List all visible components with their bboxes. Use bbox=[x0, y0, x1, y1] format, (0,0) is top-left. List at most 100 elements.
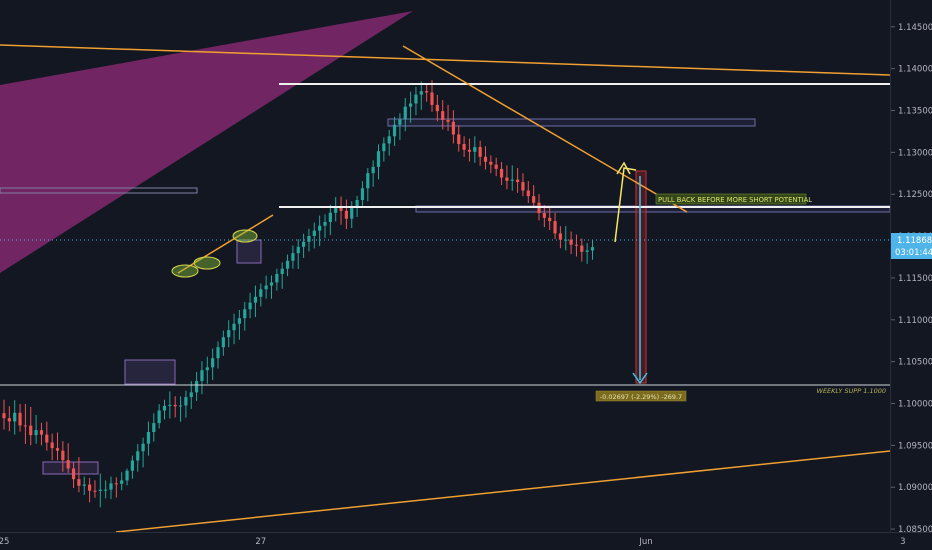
candle-body bbox=[259, 289, 263, 297]
price-tick-label: 1.13000 bbox=[898, 148, 932, 158]
candle-body bbox=[510, 179, 514, 181]
price-tick-label: 1.13500 bbox=[898, 107, 932, 117]
price-tick-label: 1.09500 bbox=[898, 441, 932, 451]
candle-body bbox=[146, 432, 151, 444]
candle-body bbox=[590, 247, 595, 251]
candle-body bbox=[264, 285, 268, 290]
candle-body bbox=[376, 151, 381, 167]
candle-body bbox=[339, 207, 343, 211]
candle-body bbox=[532, 196, 536, 203]
long-downtrend-line[interactable] bbox=[0, 44, 891, 76]
measure-range-box[interactable] bbox=[635, 170, 647, 384]
candle-body bbox=[7, 418, 11, 422]
candle-body bbox=[548, 217, 552, 222]
current-price-countdown: 03:01:44 bbox=[895, 248, 932, 258]
candle-body bbox=[328, 212, 332, 222]
candle-body bbox=[157, 410, 161, 424]
candle-body bbox=[98, 489, 102, 491]
candle-body bbox=[88, 484, 92, 491]
candle-body bbox=[39, 430, 44, 435]
drawings-back-layer bbox=[0, 11, 891, 475]
candle-body bbox=[585, 250, 589, 252]
candle-body bbox=[366, 173, 370, 189]
candle-body bbox=[13, 412, 17, 422]
candle-body bbox=[446, 119, 450, 122]
candle-body bbox=[553, 221, 557, 234]
candle-body bbox=[462, 144, 466, 150]
candle-body bbox=[50, 442, 54, 449]
touch-marker-1[interactable] bbox=[171, 264, 199, 278]
candle-body bbox=[558, 233, 562, 240]
measure-label: -0.02697 (-2.29%) -269.7 bbox=[600, 393, 682, 401]
candle-body bbox=[275, 273, 279, 283]
upper-supply-zone[interactable] bbox=[387, 118, 756, 127]
projection-arrowhead bbox=[616, 161, 631, 175]
candle-body bbox=[392, 124, 397, 137]
consolidation-box-1[interactable] bbox=[42, 461, 99, 475]
candle-body bbox=[280, 268, 284, 274]
candle-body bbox=[435, 104, 439, 112]
time-axis[interactable]: 2527Jun38101517222429Jul6 bbox=[0, 532, 932, 548]
candle-body bbox=[211, 358, 215, 368]
candle-body bbox=[18, 412, 22, 426]
candle-body bbox=[93, 490, 97, 492]
rising-wedge-shape[interactable] bbox=[0, 11, 413, 273]
candle-body bbox=[285, 260, 290, 269]
candle-body bbox=[130, 460, 134, 471]
candle-body bbox=[168, 404, 172, 406]
time-axis-ticks: 2527Jun38101517222429Jul6 bbox=[0, 537, 906, 547]
candle-body bbox=[45, 434, 49, 443]
candle-body bbox=[71, 468, 76, 480]
projection-path[interactable] bbox=[614, 167, 637, 243]
candle-body bbox=[23, 425, 27, 427]
time-tick-label: Jun bbox=[638, 537, 652, 547]
candle-body bbox=[34, 430, 38, 436]
candle-body bbox=[564, 239, 568, 241]
touch-marker-3[interactable] bbox=[232, 229, 258, 243]
left-resistance-zone[interactable] bbox=[0, 187, 198, 194]
candle-body bbox=[542, 213, 546, 218]
price-tick-label: 1.09000 bbox=[898, 483, 932, 493]
candle-body bbox=[569, 239, 573, 245]
candle-body bbox=[55, 448, 60, 451]
consolidation-box-2[interactable] bbox=[124, 359, 176, 385]
candle-body bbox=[216, 347, 220, 359]
candle-body bbox=[574, 244, 579, 246]
candle-body bbox=[237, 318, 241, 324]
candle-body bbox=[403, 106, 407, 120]
candle-body bbox=[409, 103, 413, 107]
candle-body bbox=[221, 337, 225, 348]
candle-body bbox=[312, 230, 316, 236]
weekly-support-label: WEEKLY SUPP 1.1000 bbox=[817, 387, 886, 395]
price-tick-label: 1.11000 bbox=[898, 316, 932, 326]
candle-body bbox=[82, 484, 86, 486]
candle-body bbox=[516, 179, 520, 183]
current-price-tag[interactable] bbox=[891, 233, 932, 259]
candle-body bbox=[307, 235, 311, 242]
candle-body bbox=[494, 164, 498, 169]
candle-body bbox=[114, 483, 118, 485]
candle-body bbox=[371, 166, 375, 174]
candle-series bbox=[2, 80, 595, 508]
candle-body bbox=[296, 246, 300, 254]
drawings-front-layer: -0.02697 (-2.29%) -269.7 PULL BACK BEFOR… bbox=[0, 44, 891, 533]
candle-body bbox=[483, 156, 488, 162]
time-tick-label: 27 bbox=[255, 537, 266, 547]
candle-body bbox=[2, 413, 6, 419]
consolidation-box-3[interactable] bbox=[236, 239, 262, 264]
candle-body bbox=[467, 149, 472, 152]
candle-body bbox=[382, 143, 386, 152]
candle-body bbox=[253, 296, 258, 303]
candle-body bbox=[232, 323, 236, 331]
touch-marker-2[interactable] bbox=[193, 256, 221, 270]
candle-body bbox=[291, 253, 295, 261]
price-tick-label: 1.14000 bbox=[898, 65, 932, 75]
candle-body bbox=[152, 423, 156, 433]
candle-body bbox=[387, 136, 391, 144]
price-axis[interactable]: 1.145001.140001.135001.130001.125001.120… bbox=[890, 0, 932, 535]
candle-body bbox=[243, 309, 247, 319]
candle-body bbox=[200, 370, 204, 382]
candle-body bbox=[430, 92, 434, 105]
rising-support-line[interactable] bbox=[115, 450, 891, 533]
